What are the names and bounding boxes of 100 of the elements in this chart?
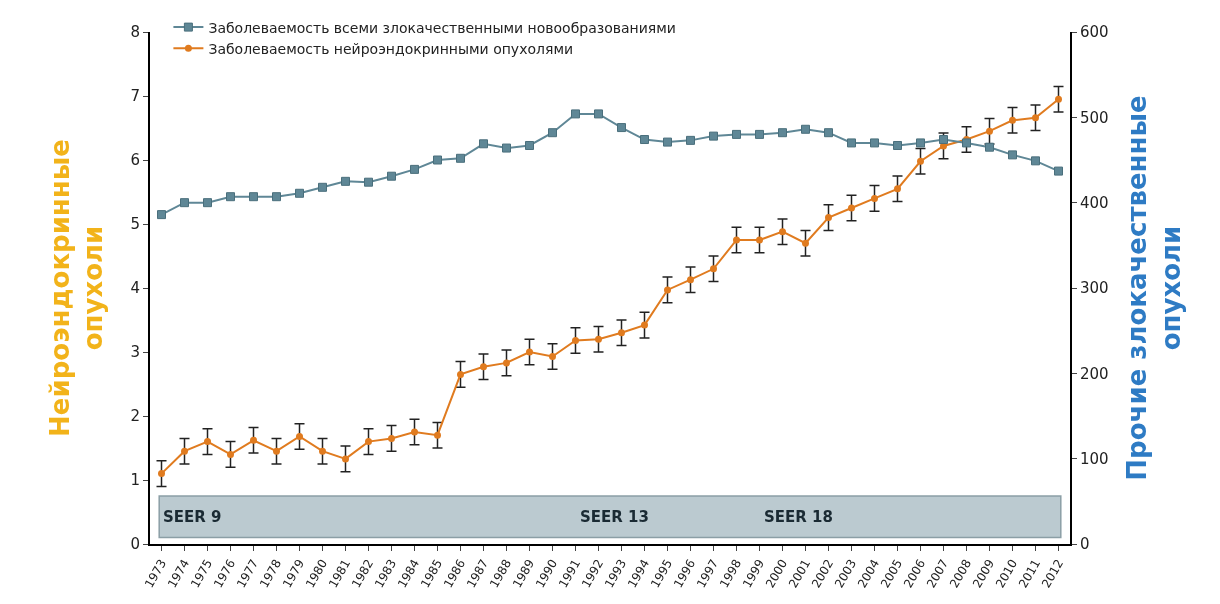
point bbox=[549, 352, 556, 360]
y-tick-label: 7 bbox=[130, 87, 140, 106]
point bbox=[894, 185, 901, 193]
point bbox=[572, 336, 579, 344]
point bbox=[180, 198, 189, 208]
point bbox=[502, 143, 511, 153]
point bbox=[503, 359, 510, 367]
point bbox=[779, 228, 786, 236]
point bbox=[732, 129, 741, 139]
point bbox=[870, 138, 879, 148]
point bbox=[686, 135, 695, 145]
point bbox=[962, 138, 971, 148]
point bbox=[296, 432, 303, 440]
point bbox=[778, 128, 787, 138]
point bbox=[917, 157, 924, 165]
point bbox=[847, 138, 856, 148]
point bbox=[824, 128, 833, 138]
point bbox=[364, 177, 373, 187]
y2-tick-label: 400 bbox=[1080, 193, 1109, 212]
annotation: SEER 18 bbox=[764, 508, 833, 526]
point bbox=[387, 171, 396, 181]
point bbox=[709, 131, 718, 141]
y-tick-label: 2 bbox=[130, 407, 140, 426]
legend-label: Заболеваемость нейроэндокринными опухолями bbox=[208, 40, 574, 57]
y-axis-title: Нейроэндокринные опухоли bbox=[44, 139, 109, 437]
point bbox=[1054, 166, 1063, 176]
point bbox=[272, 192, 281, 202]
point bbox=[342, 455, 349, 463]
point bbox=[755, 129, 764, 139]
point bbox=[273, 447, 280, 455]
point bbox=[663, 137, 672, 147]
point bbox=[687, 276, 694, 284]
y2-tick-label: 500 bbox=[1080, 108, 1109, 127]
point bbox=[158, 470, 165, 478]
point bbox=[227, 450, 234, 458]
point bbox=[893, 140, 902, 150]
point bbox=[986, 127, 993, 135]
point bbox=[319, 447, 326, 455]
point bbox=[916, 138, 925, 148]
point bbox=[249, 192, 258, 202]
point bbox=[365, 438, 372, 446]
y-tick-label: 3 bbox=[130, 343, 140, 362]
point bbox=[733, 236, 740, 244]
point bbox=[595, 335, 602, 343]
point bbox=[318, 182, 327, 192]
point bbox=[802, 239, 809, 247]
y2-tick-label: 0 bbox=[1080, 535, 1090, 554]
point bbox=[985, 142, 994, 152]
y2-tick-label: 100 bbox=[1080, 449, 1109, 468]
point bbox=[525, 140, 534, 150]
point bbox=[226, 192, 235, 202]
y-tick-label: 6 bbox=[130, 151, 140, 170]
point bbox=[1055, 95, 1062, 103]
point bbox=[457, 370, 464, 378]
point bbox=[617, 123, 626, 133]
point bbox=[618, 329, 625, 337]
annotation: SEER 9 bbox=[163, 508, 222, 526]
point bbox=[548, 128, 557, 138]
point bbox=[848, 204, 855, 212]
point bbox=[181, 447, 188, 455]
point bbox=[1009, 116, 1016, 124]
point bbox=[1031, 156, 1040, 166]
y-tick-label: 0 bbox=[130, 535, 140, 554]
point bbox=[526, 348, 533, 356]
point bbox=[434, 431, 441, 439]
y2-tick-label: 300 bbox=[1080, 279, 1109, 298]
point bbox=[388, 434, 395, 442]
y-tick-label: 5 bbox=[130, 215, 140, 234]
point bbox=[641, 321, 648, 329]
point bbox=[250, 436, 257, 444]
annotation: SEER 13 bbox=[580, 508, 649, 526]
point bbox=[410, 164, 419, 174]
point bbox=[594, 109, 603, 119]
point bbox=[801, 124, 810, 134]
y-tick-label: 8 bbox=[130, 23, 140, 42]
point bbox=[411, 428, 418, 436]
point bbox=[456, 153, 465, 163]
point bbox=[204, 438, 211, 446]
y2-tick-label: 200 bbox=[1080, 364, 1109, 383]
point bbox=[1032, 114, 1039, 122]
point bbox=[825, 214, 832, 222]
legend-label: Заболеваемость всеми злокачественными новообразованиями bbox=[208, 19, 676, 36]
y-tick-label: 4 bbox=[130, 279, 140, 298]
point bbox=[341, 176, 350, 186]
point bbox=[480, 363, 487, 371]
point bbox=[1008, 150, 1017, 160]
point bbox=[479, 139, 488, 149]
y-tick-label: 1 bbox=[130, 471, 140, 490]
point bbox=[295, 188, 304, 198]
point bbox=[571, 109, 580, 119]
point bbox=[871, 194, 878, 202]
point bbox=[157, 210, 166, 220]
y2-tick-label: 600 bbox=[1080, 23, 1109, 42]
point bbox=[640, 135, 649, 145]
point bbox=[939, 135, 948, 145]
point bbox=[710, 265, 717, 273]
point bbox=[433, 155, 442, 165]
point bbox=[203, 198, 212, 208]
point bbox=[664, 286, 671, 294]
point bbox=[756, 236, 763, 244]
